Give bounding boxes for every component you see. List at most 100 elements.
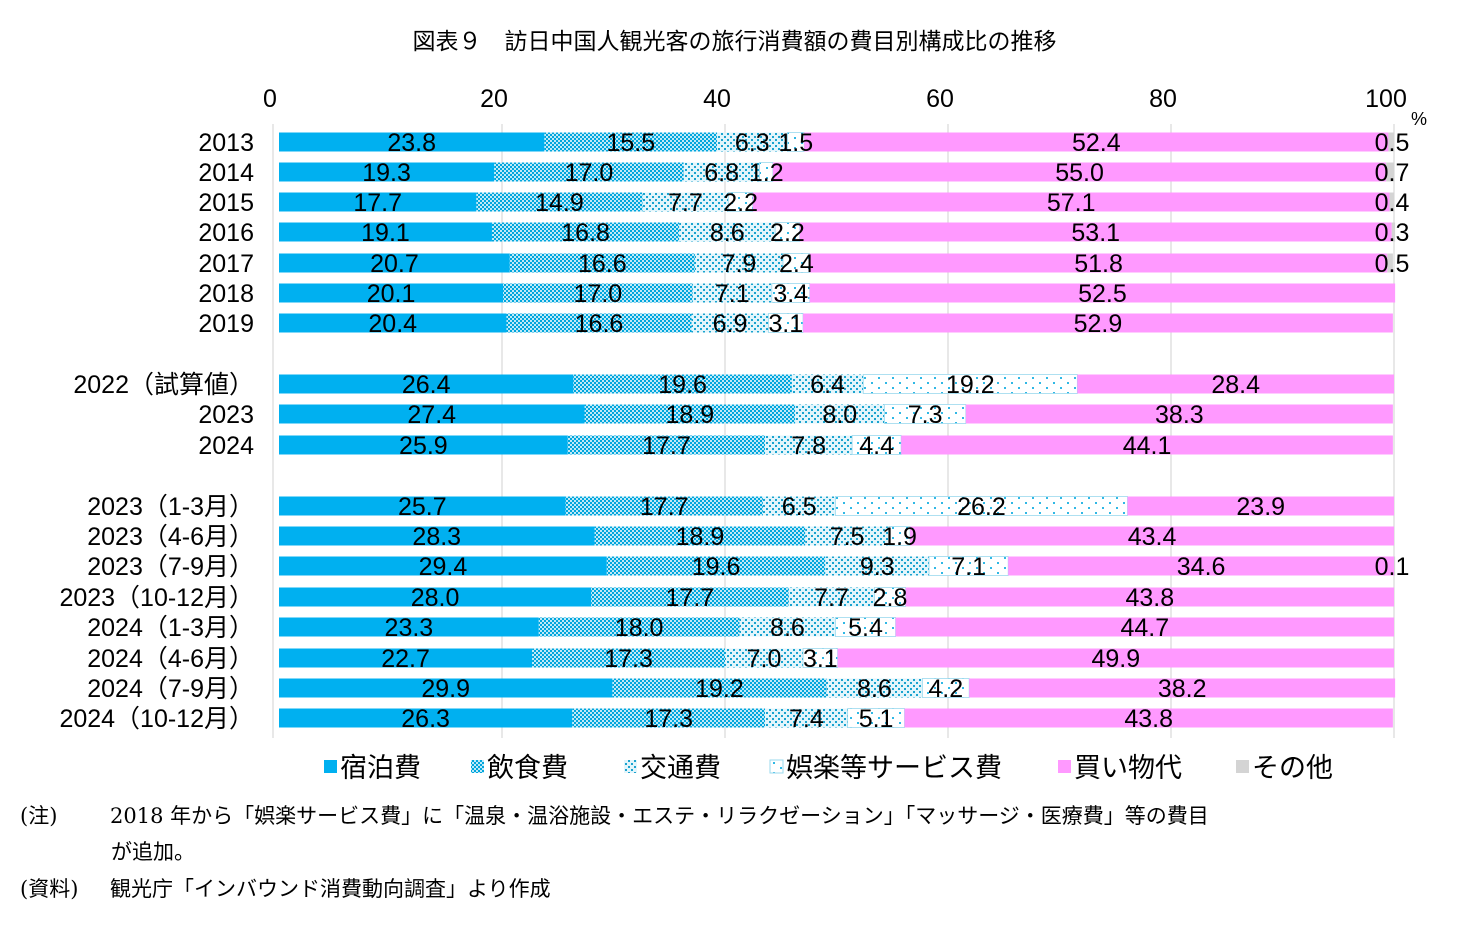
data-label: 7.7 xyxy=(668,189,703,217)
data-label: 28.3 xyxy=(412,523,461,551)
data-label: 23.8 xyxy=(387,129,436,157)
bar-segment xyxy=(279,374,574,394)
data-label: 38.3 xyxy=(1155,401,1204,429)
bar-segment xyxy=(809,283,1396,303)
data-label: 3.1 xyxy=(768,310,803,338)
bar-segment xyxy=(805,526,889,546)
data-label: 38.2 xyxy=(1158,675,1207,703)
bar-segment xyxy=(532,648,725,668)
bar-segment xyxy=(1386,162,1394,182)
bar-segment xyxy=(491,222,680,242)
legend-label: 飲食費 xyxy=(487,753,568,784)
legend-label: その他 xyxy=(1252,753,1333,784)
bar-segment xyxy=(1389,192,1394,212)
data-label: 20.1 xyxy=(367,280,416,308)
x-tick-label: 80 xyxy=(1149,85,1177,113)
data-label: 26.4 xyxy=(402,371,451,399)
x-tick-label: 20 xyxy=(480,85,508,113)
data-label: 44.1 xyxy=(1123,432,1172,460)
data-label: 7.7 xyxy=(814,584,849,612)
legend-swatch xyxy=(1236,760,1249,773)
bar-segment xyxy=(594,526,806,546)
data-label: 16.6 xyxy=(575,310,624,338)
data-label: 8.6 xyxy=(770,614,805,642)
bar-segment xyxy=(683,162,760,182)
bar-segment xyxy=(788,587,875,607)
category-label: 2023 xyxy=(198,401,254,429)
category-labels: 20132014201520162017201820192022（試算値）202… xyxy=(59,129,254,733)
bar-segment xyxy=(567,435,766,455)
source-note: (資料) 観光庁「インバウンド消費動向調査」より作成 xyxy=(20,873,551,903)
data-label: 19.6 xyxy=(692,553,741,581)
data-label: 17.0 xyxy=(574,280,623,308)
bar-segment xyxy=(572,708,766,728)
bar-segment xyxy=(279,617,539,637)
bar-segment xyxy=(642,192,729,212)
data-label: 2.2 xyxy=(770,219,805,247)
data-label: 7.3 xyxy=(908,401,943,429)
category-label: 2024（10-12月） xyxy=(59,705,254,733)
data-label: 7.0 xyxy=(747,645,782,673)
data-label: 19.3 xyxy=(362,159,411,187)
category-label: 2023（4-6月） xyxy=(87,523,254,551)
bar-segment xyxy=(901,435,1393,455)
category-label: 2024（4-6月） xyxy=(87,645,254,673)
data-label: 19.2 xyxy=(946,371,995,399)
bar-segment xyxy=(910,526,1394,546)
legend-label: 交通費 xyxy=(640,753,721,784)
x-tick-label: 60 xyxy=(926,85,954,113)
data-label: 7.5 xyxy=(830,523,865,551)
bar-segment xyxy=(803,313,1393,333)
bar-segment xyxy=(476,192,643,212)
data-label: 34.6 xyxy=(1177,553,1226,581)
category-label: 2023（10-12月） xyxy=(59,584,254,612)
bar-segment xyxy=(591,587,789,607)
bar-segment xyxy=(765,435,853,455)
data-label: 0.4 xyxy=(1375,189,1410,217)
data-label: 17.7 xyxy=(353,189,402,217)
data-label: 20.7 xyxy=(370,250,419,278)
data-label: 19.2 xyxy=(695,675,744,703)
data-label: 0.3 xyxy=(1375,219,1410,247)
bar-segment xyxy=(544,132,718,152)
data-label: 19.1 xyxy=(361,219,410,247)
data-label: 27.4 xyxy=(407,401,456,429)
data-label: 8.6 xyxy=(857,675,892,703)
data-label: 0.5 xyxy=(1375,250,1410,278)
data-label: 15.5 xyxy=(606,129,655,157)
bar-segment xyxy=(804,132,1389,152)
data-label: 17.3 xyxy=(604,645,653,673)
bar-segment xyxy=(494,162,684,182)
bar-segment xyxy=(279,587,592,607)
data-label: 22.7 xyxy=(381,645,430,673)
bar-segment xyxy=(279,708,573,728)
bar-segment xyxy=(1391,222,1396,242)
data-label: 1.9 xyxy=(882,523,917,551)
bar-segment xyxy=(1077,374,1394,394)
bar-segment xyxy=(809,253,1388,273)
category-label: 2015 xyxy=(198,189,254,217)
bar-segment xyxy=(752,192,1390,212)
data-label: 2.2 xyxy=(723,189,758,217)
x-tick-label: 100 xyxy=(1365,85,1407,113)
data-label: 29.9 xyxy=(421,675,470,703)
data-label: 8.0 xyxy=(822,401,857,429)
bar-segment xyxy=(762,496,836,516)
data-label: 9.3 xyxy=(860,553,895,581)
data-label: 18.9 xyxy=(676,523,725,551)
category-label: 2013 xyxy=(198,129,254,157)
data-label: 16.8 xyxy=(561,219,610,247)
footnote-text: 2018 年から「娯楽サービス費」に「温泉・温浴施設・エステ・リラクゼーション」… xyxy=(110,804,1209,828)
data-label: 20.4 xyxy=(368,310,417,338)
data-label: 17.3 xyxy=(644,705,693,733)
data-label: 5.4 xyxy=(848,614,883,642)
legend-swatch xyxy=(624,760,637,773)
bar-segment xyxy=(791,374,864,394)
bar-segment xyxy=(612,678,827,698)
legend-swatch xyxy=(1058,760,1071,773)
data-label: 0.5 xyxy=(1375,129,1410,157)
bars xyxy=(279,132,1396,728)
bar-segment xyxy=(692,283,772,303)
data-label: 43.8 xyxy=(1125,584,1174,612)
data-label: 53.1 xyxy=(1071,219,1120,247)
